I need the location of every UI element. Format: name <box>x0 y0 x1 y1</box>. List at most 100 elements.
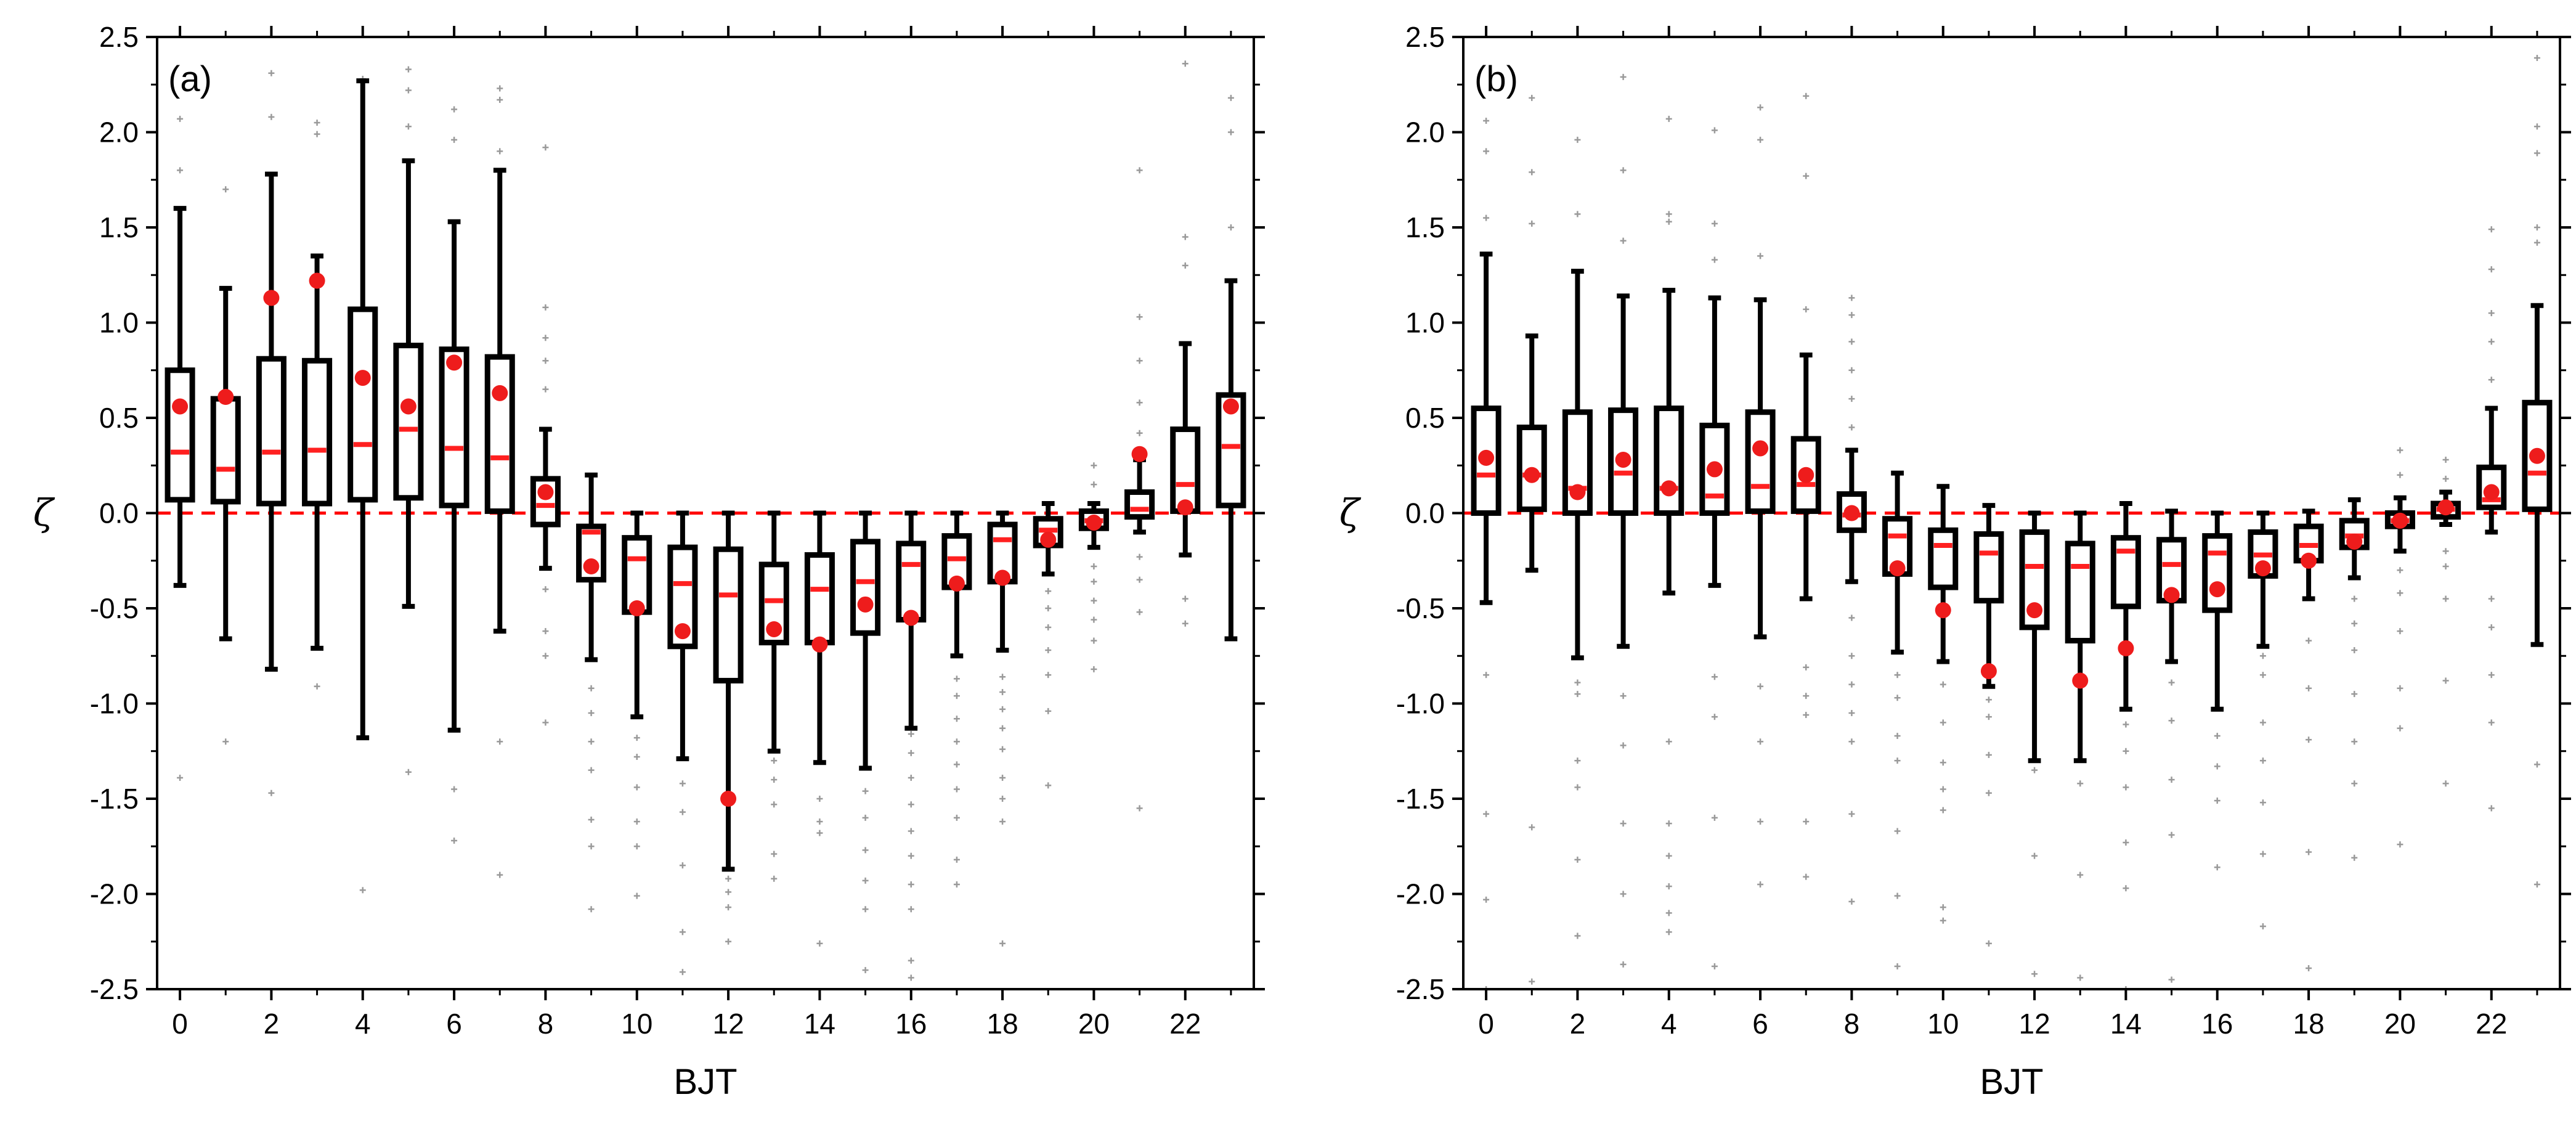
y-tick-label: 1.0 <box>99 307 139 339</box>
outlier-point <box>1985 789 1992 796</box>
outlier-point <box>1136 553 1143 560</box>
box-hour-9 <box>576 472 607 663</box>
mean-point <box>446 354 463 371</box>
mean-point <box>720 791 737 807</box>
outlier-point <box>1620 742 1627 749</box>
box-hour-4 <box>347 78 378 741</box>
outlier-point <box>2123 784 2129 791</box>
panel-label: (a) <box>168 59 212 99</box>
outlier-point <box>1894 963 1901 969</box>
outlier-point <box>2306 736 2312 743</box>
outlier-point <box>2488 266 2495 272</box>
outlier-point <box>2214 864 2220 871</box>
box-hour-10 <box>622 510 652 720</box>
outlier-point <box>2533 224 2540 230</box>
outlier-point <box>542 386 549 393</box>
outlier-point <box>588 738 595 745</box>
outlier-point <box>1182 262 1188 269</box>
outlier-point <box>2306 685 2312 691</box>
outlier-point <box>2488 672 2495 679</box>
outlier-point <box>908 957 914 964</box>
box-hour-17 <box>941 510 972 659</box>
outlier-point <box>908 730 914 737</box>
outlier-point <box>451 786 458 793</box>
outlier-point <box>1182 620 1188 627</box>
outlier-point <box>633 818 640 825</box>
outlier-point <box>1757 683 1764 690</box>
outlier-point <box>1665 115 1672 122</box>
outlier-point <box>1894 672 1901 679</box>
outlier-point <box>2397 567 2403 574</box>
box-hour-23 <box>1216 278 1246 642</box>
outlier-point <box>2214 797 2220 804</box>
box-hour-2 <box>1562 269 1593 661</box>
mean-point <box>2209 581 2225 598</box>
outlier-point <box>2168 976 2175 983</box>
x-tick-label: 18 <box>986 1008 1018 1040</box>
outlier-point <box>542 628 549 635</box>
box-hour-20 <box>2384 495 2415 554</box>
iqr-box <box>1654 406 1684 516</box>
box-hour-14 <box>2110 501 2141 712</box>
outlier-point <box>1136 357 1143 364</box>
outlier-point <box>2306 849 2312 855</box>
mean-point <box>537 484 554 500</box>
outlier-point <box>1529 824 1535 831</box>
outlier-point <box>2168 777 2175 783</box>
outlier-point <box>999 725 1006 732</box>
outlier-point <box>2259 923 2266 930</box>
outlier-point <box>542 335 549 341</box>
y-tick-label: -1.0 <box>90 688 139 720</box>
outlier-point <box>679 780 686 787</box>
outlier-point <box>2397 447 2403 454</box>
outlier-point <box>862 967 869 974</box>
outlier-point <box>2533 881 2540 888</box>
outlier-point <box>771 777 778 783</box>
outlier-point <box>2123 748 2129 754</box>
outlier-point <box>771 801 778 808</box>
outlier-point <box>862 788 869 794</box>
outlier-point <box>314 131 320 137</box>
chart-panel-a: 2.5 2.0 1.5 1.0 0.5 0.0 -0.5 -1.0 -1.5 -2.0 -2.5 0 2… <box>33 21 1265 1102</box>
panel-label: (b) <box>1474 59 1518 99</box>
mean-point <box>2437 499 2454 516</box>
outlier-point <box>1529 94 1535 101</box>
x-tick-label: 16 <box>2201 1008 2233 1040</box>
x-tick-label: 20 <box>1078 1008 1110 1040</box>
outlier-point <box>1757 104 1764 111</box>
outlier-point <box>1848 709 1855 716</box>
y-axis-title: ζ <box>33 492 55 535</box>
outlier-point <box>314 683 320 690</box>
mean-point <box>1889 560 1906 577</box>
x-tick-label: 14 <box>2110 1008 2142 1040</box>
outlier-point <box>1985 751 1992 758</box>
outlier-point <box>405 123 412 130</box>
box-hour-16 <box>896 510 927 731</box>
outlier-point <box>633 735 640 741</box>
box-hour-7 <box>484 168 515 634</box>
outlier-point <box>542 586 549 593</box>
outlier-point <box>2488 338 2495 345</box>
box-hour-13 <box>758 510 789 754</box>
y-axis-title: ζ <box>1339 492 1362 535</box>
iqr-box <box>1973 531 2004 604</box>
outlier-point <box>2442 595 2449 602</box>
mean-point <box>2529 447 2545 464</box>
outlier-point <box>1848 295 1855 301</box>
outlier-point <box>2351 738 2358 745</box>
box-hour-5 <box>1699 295 1730 588</box>
outlier-point <box>451 837 458 844</box>
box-hour-11 <box>667 510 698 762</box>
mean-point <box>2118 640 2134 656</box>
outlier-point <box>1045 672 1052 679</box>
outlier-point <box>222 186 229 193</box>
outlier-point <box>1136 314 1143 320</box>
mean-point <box>263 290 280 306</box>
outlier-point <box>2351 780 2358 787</box>
mean-point <box>857 596 874 613</box>
outlier-point <box>588 816 595 823</box>
outlier-point <box>1665 218 1672 225</box>
outlier-point <box>1620 693 1627 700</box>
mean-point <box>2301 552 2317 569</box>
mean-point <box>2346 533 2363 550</box>
